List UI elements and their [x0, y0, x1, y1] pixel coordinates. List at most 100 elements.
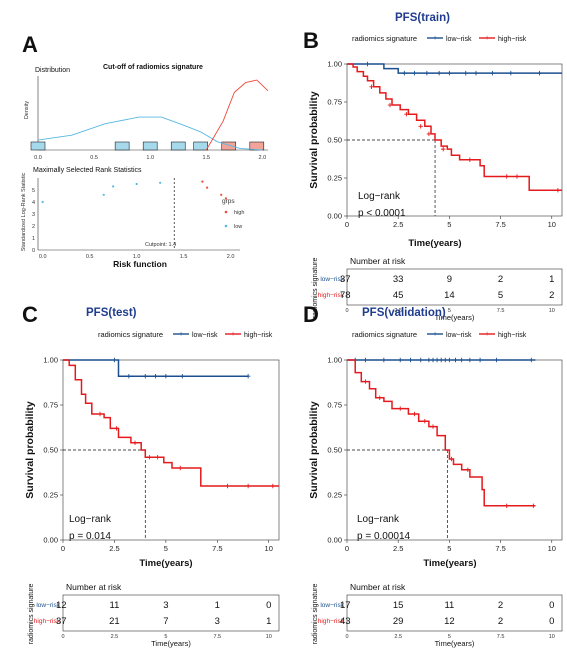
stat-ytick-label: 5: [32, 188, 35, 194]
censor-mark: [143, 374, 148, 379]
stat-ytick-label: 0: [32, 248, 35, 254]
density-line-low: [37, 116, 263, 151]
legend-title: radiomics signature: [352, 34, 417, 43]
risk-row-label: low−risk: [320, 276, 344, 283]
risk-count: 45: [393, 290, 404, 301]
censor-mark: [449, 456, 454, 462]
ytick-label: 1.00: [327, 356, 342, 365]
dist-xtick-label: 0.0: [34, 155, 42, 161]
censor-mark: [529, 357, 534, 363]
risk-count: 17: [340, 600, 351, 611]
km-title: PFS(train): [395, 12, 450, 24]
stat-point-low: [159, 181, 162, 184]
censor-mark: [508, 70, 514, 76]
risk-count: 15: [393, 600, 404, 611]
risk-xtick-label: 2.5: [394, 634, 402, 640]
censor-mark: [504, 174, 509, 179]
censor-mark: [477, 357, 483, 363]
legend-censor-low: +: [433, 331, 437, 338]
ytick-label: 1.00: [43, 356, 58, 365]
panel-letter-d: D: [303, 302, 319, 327]
ytick-label: 0.75: [327, 98, 342, 107]
xtick-label: 2.5: [393, 220, 403, 229]
grps-legend: grps high low: [222, 198, 244, 230]
stat-title: Maximally Selected Rank Statistics: [33, 167, 142, 174]
xtick-label: 7.5: [495, 544, 505, 553]
xtick-label: 0: [345, 544, 349, 553]
risk-count: 11: [444, 600, 454, 611]
legend-item-low: low: [234, 224, 242, 230]
censor-mark: [463, 70, 468, 76]
censor-mark: [555, 187, 561, 193]
risk-xtick-label: 10: [266, 634, 272, 640]
censor-mark: [155, 455, 160, 460]
censor-mark: [424, 70, 430, 76]
risk-table-frame: [62, 594, 280, 632]
stat-point-low: [135, 182, 138, 186]
risk-count: 2: [498, 616, 503, 627]
ytick-label: 0.50: [327, 446, 342, 455]
stat-ytick-label: 1: [32, 236, 35, 242]
censor-mark: [441, 146, 446, 152]
ytick-label: 0.25: [327, 174, 342, 183]
risk-xtick-label: 2.5: [394, 308, 402, 314]
risk-xtick-label: 7.5: [497, 308, 505, 314]
risk-count: 12: [444, 616, 455, 627]
censor-mark: [363, 379, 368, 384]
legend-censor-high: +: [485, 35, 489, 42]
censor-mark: [426, 131, 432, 137]
risk-count: 3: [215, 616, 220, 627]
hist-bin-high: [221, 141, 237, 151]
censor-mark: [245, 374, 251, 379]
risk-ylabel: radiomics signature: [312, 584, 319, 645]
dist-xtick-label: 1.5: [202, 155, 210, 161]
panel-c: C PFS(test) radiomics signature + low−risk + h…: [22, 302, 280, 648]
dist-xtick-label: 2.0: [259, 155, 267, 161]
censor-mark: [473, 70, 479, 76]
censor-mark: [132, 440, 138, 445]
censor-mark: [504, 503, 509, 508]
stat-ytick-label: 4: [32, 200, 35, 206]
legend-censor-high: +: [231, 331, 235, 338]
stat-xtick-label: 1.0: [133, 254, 141, 260]
censor-mark: [412, 411, 417, 417]
censor-mark: [126, 374, 132, 379]
risk-count: 78: [340, 290, 351, 301]
risk-table-title: Number at risk: [350, 256, 406, 266]
stat-point-low: [41, 200, 44, 204]
censor-mark: [453, 357, 458, 363]
distribution-xticks: 0.0 0.5 1.0 1.5 2.0: [34, 155, 266, 161]
stat-plot: 0 1 2 3 4 5 0.0 0.5 1.0 1.5 2.0: [32, 178, 240, 260]
hist-bin-low: [170, 141, 186, 151]
risk-row-label: high−risk: [318, 292, 345, 299]
survival-curve-low: [347, 63, 562, 74]
stat-point-high: [224, 197, 228, 200]
censor-mark: [363, 357, 368, 363]
censor-mark: [245, 483, 251, 489]
risk-count: 2: [498, 600, 503, 611]
ytick-label: 0.25: [327, 491, 342, 500]
risk-count: 1: [215, 600, 220, 611]
legend-label-high: high−risk: [244, 332, 273, 339]
panel-d: D PFS(validation) radiomics signature + low−…: [303, 302, 563, 648]
xtick-label: 0: [61, 544, 65, 553]
censor-mark: [447, 70, 452, 76]
censor-mark: [537, 70, 542, 76]
legend-dot-high: [224, 210, 228, 214]
stat-ytick-label: 2: [32, 224, 35, 230]
risk-xtick-label: 5: [164, 634, 167, 640]
censor-mark: [387, 102, 393, 108]
stat-point-high: [220, 193, 223, 196]
risk-count: 0: [549, 616, 554, 627]
legend-item-high: high: [234, 210, 244, 216]
risk-xtick-label: 5: [448, 308, 451, 314]
censor-mark: [514, 174, 520, 179]
risk-xlabel: Time(years): [435, 313, 475, 322]
logrank-label: Log−rank: [358, 191, 401, 202]
panel-b: B PFS(train) radiomics signature + low−risk +…: [303, 12, 563, 322]
ytick-label: 0.00: [43, 536, 58, 545]
censor-mark: [422, 419, 428, 424]
risk-xtick-label: 10: [549, 634, 555, 640]
ytick-label: 0.50: [327, 136, 342, 145]
xtick-label: 10: [548, 544, 556, 553]
